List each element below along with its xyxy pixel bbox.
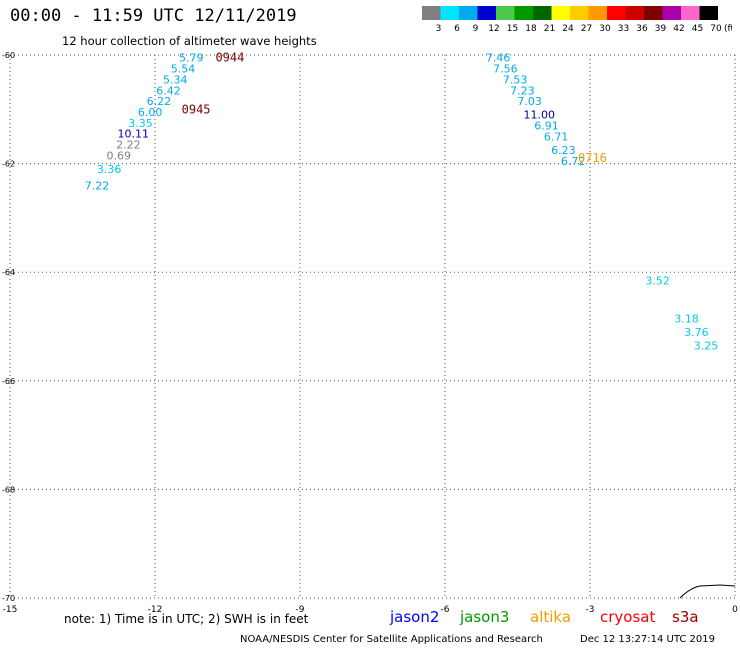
swh-point-label: 7.53 (503, 73, 528, 86)
swh-point-label: 5.79 (179, 52, 204, 65)
colorbar-label: 27 (581, 24, 592, 34)
colorbar-swatch (570, 6, 589, 20)
colorbar-swatch (496, 6, 515, 20)
colorbar-label: 15 (507, 24, 518, 34)
colorbar-swatch (533, 6, 552, 20)
swh-point-label: 6.71 (544, 130, 569, 143)
x-tick-label: -12 (148, 605, 163, 615)
swh-point-label: 6.72 (561, 155, 586, 168)
swh-point-label: 5.34 (163, 73, 188, 86)
colorbar-swatch (440, 6, 459, 20)
colorbar-swatch (459, 6, 478, 20)
y-tick-label: -70 (2, 594, 15, 603)
colorbar-swatch (422, 6, 441, 20)
swh-point-label: 6.42 (156, 84, 181, 97)
colorbar-swatch (588, 6, 607, 20)
colorbar-swatch (551, 6, 570, 20)
colorbar-swatch (662, 6, 681, 20)
swh-point-label: 7.23 (510, 84, 535, 97)
legend-s3a: s3a (672, 608, 699, 626)
swh-point-label: 7.46 (486, 52, 511, 65)
timestamp: Dec 12 13:27:14 UTC 2019 (580, 634, 715, 645)
pass-time-label: 0945 (182, 102, 211, 116)
pass-time-label: 0716 (578, 151, 607, 165)
colorbar-label: 39 (655, 24, 667, 34)
colorbar-swatch (644, 6, 663, 20)
colorbar-label: 42 (673, 24, 684, 34)
colorbar-label: 6 (454, 24, 460, 34)
legend-cryosat: cryosat (600, 608, 656, 626)
x-tick-label: -6 (441, 605, 450, 615)
swh-point-label: 3.35 (128, 117, 153, 130)
swh-point-label: 3.76 (684, 326, 709, 339)
pass-time-label: 0944 (215, 51, 244, 65)
x-tick-label: -3 (586, 605, 595, 615)
legend-altika: altika (530, 608, 572, 626)
credit-line: NOAA/NESDIS Center for Satellite Applica… (240, 634, 543, 645)
colorbar-label: 12 (488, 24, 499, 34)
colorbar-unit: (ft) (724, 24, 732, 34)
swh-point-label: 6.00 (138, 106, 163, 119)
swh-point-label: 6.22 (147, 95, 172, 108)
swh-point-label: 3.25 (694, 340, 719, 353)
swh-point-label: 6.23 (551, 144, 576, 157)
chart-subtitle: 12 hour collection of altimeter wave hei… (62, 34, 317, 48)
colorbar-label: 33 (618, 24, 629, 34)
colorbar-swatch (607, 6, 626, 20)
colorbar-swatch (514, 6, 533, 20)
swh-point-label: 3.18 (674, 312, 699, 325)
chart-note: note: 1) Time is in UTC; 2) SWH is in fe… (64, 612, 309, 626)
y-tick-label: -60 (2, 51, 15, 60)
swh-point-label: 11.00 (524, 109, 556, 122)
y-tick-label: -68 (2, 485, 15, 494)
swh-point-label: 6.91 (534, 120, 559, 133)
x-tick-label: -9 (296, 605, 305, 615)
y-tick-label: -62 (2, 160, 15, 169)
colorbar-label: 18 (525, 24, 537, 34)
swh-point-label: 7.03 (517, 95, 542, 108)
swh-point-label: 3.36 (97, 163, 122, 176)
swh-point-label: 7.56 (493, 63, 518, 76)
legend-jason2: jason2 (390, 608, 440, 626)
legend-jason3: jason3 (460, 608, 510, 626)
swh-point-label: 10.11 (118, 128, 150, 141)
x-tick-label: -15 (3, 605, 18, 615)
colorbar-label: 70 (710, 24, 722, 34)
colorbar-label: 3 (436, 24, 442, 34)
swh-point-label: 2.22 (116, 139, 141, 152)
coastline (679, 584, 736, 599)
swh-point-label: 5.54 (171, 63, 196, 76)
colorbar-label: 9 (473, 24, 479, 34)
colorbar-label: 36 (636, 24, 648, 34)
swh-point-label: 0.69 (107, 149, 132, 162)
x-tick-label: 0 (732, 605, 738, 615)
colorbar-label: 45 (692, 24, 703, 34)
swh-point-label: 3.52 (645, 274, 670, 287)
y-tick-label: -66 (2, 377, 15, 386)
colorbar-label: 21 (544, 24, 555, 34)
y-tick-label: -64 (2, 268, 15, 277)
colorbar-swatch (681, 6, 700, 20)
colorbar-label: 30 (599, 24, 611, 34)
colorbar-swatch (699, 6, 718, 20)
colorbar-swatch (477, 6, 496, 20)
colorbar-swatch (625, 6, 644, 20)
chart-title: 00:00 - 11:59 UTC 12/11/2019 (10, 6, 297, 26)
swh-point-label: 7.22 (85, 179, 110, 192)
colorbar-label: 24 (562, 24, 574, 34)
